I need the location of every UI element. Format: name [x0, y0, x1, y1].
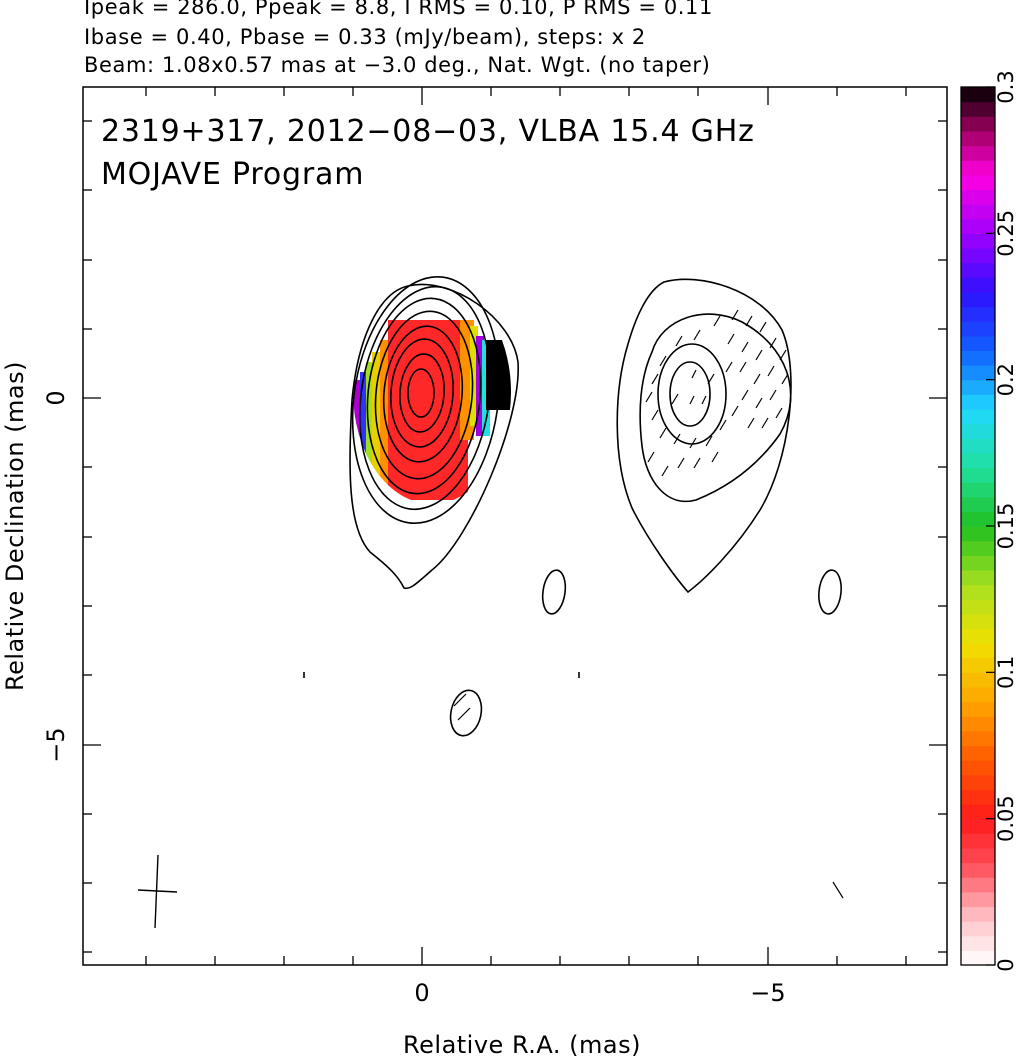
colorbar-cell: [961, 306, 995, 322]
header-line-2: Ibase = 0.40, Pbase = 0.33 (mJy/beam), s…: [84, 25, 646, 49]
plot-subtitle: MOJAVE Program: [101, 157, 364, 192]
colorbar-cell: [961, 672, 995, 688]
header-line-1: Ipeak = 286.0, Ppeak = 8.8, I RMS = 0.10…: [84, 0, 713, 19]
header-line-3: Beam: 1.08x0.57 mas at −3.0 deg., Nat. W…: [84, 53, 711, 77]
colorbar-cell: [961, 174, 995, 191]
colorbar-cell: [961, 467, 995, 483]
colorbar-cell: [961, 335, 995, 351]
colorbar-cell: [961, 818, 995, 834]
colorbar-cell: [961, 394, 995, 410]
colorbar-tick-label: 0.15: [994, 503, 1018, 550]
colorbar-cell: [961, 701, 995, 717]
colorbar-cell: [961, 804, 995, 820]
colorbar-cell: [961, 628, 995, 644]
colorbar-cell: [961, 833, 995, 849]
colorbar-cell: [961, 877, 995, 893]
colorbar-cell: [961, 291, 995, 308]
colorbar-tick-label: 0.25: [994, 210, 1018, 257]
colorbar-cell: [961, 906, 995, 922]
colorbar-cell: [961, 160, 995, 176]
colorbar-cell: [961, 379, 995, 395]
colorbar-cell: [961, 891, 995, 908]
colorbar-cell: [961, 847, 995, 864]
colorbar: 0 0.05 0.1 0.15 0.2 0.25 0.3: [960, 70, 1018, 972]
x-axis-label: Relative R.A. (mas): [403, 1031, 641, 1059]
colorbar-cell: [961, 774, 995, 790]
colorbar-tick-label: 0.3: [994, 70, 1018, 103]
colorbar-cell: [961, 145, 995, 161]
colorbar-cell: [961, 555, 995, 571]
colorbar-cell: [961, 540, 995, 556]
colorbar-cell: [961, 116, 995, 132]
colorbar-cell: [961, 760, 995, 776]
colorbar-cell: [961, 686, 995, 703]
y-tick-label-minus5: −5: [42, 727, 70, 762]
colorbar-cell: [961, 511, 995, 527]
colorbar-cell: [961, 438, 995, 454]
colorbar-cell: [961, 130, 995, 147]
colorbar-cell: [961, 350, 995, 366]
colorbar-cell: [961, 730, 995, 747]
colorbar-cell: [961, 87, 995, 103]
colorbar-cell: [961, 789, 995, 805]
x-tick-label-minus5: −5: [750, 979, 785, 1007]
colorbar-cell: [961, 408, 995, 425]
colorbar-cell: [961, 599, 995, 615]
x-tick-label-0: 0: [414, 979, 429, 1007]
colorbar-cell: [961, 716, 995, 732]
colorbar-cell: [961, 935, 995, 951]
colorbar-cell: [961, 262, 995, 278]
colorbar-cell: [961, 277, 995, 293]
colorbar-cell: [961, 101, 995, 117]
colorbar-tick-label: 0.2: [994, 363, 1018, 396]
colorbar-cell: [961, 745, 995, 761]
colorbar-tick-label: 0.05: [994, 795, 1018, 842]
colorbar-cell: [961, 569, 995, 586]
colorbar-tick-label: 0: [994, 958, 1018, 971]
y-tick-label-0: 0: [42, 390, 70, 405]
colorbar-cell: [961, 482, 995, 498]
evpa-vectors: [453, 309, 844, 899]
colorbar-cell: [961, 321, 995, 337]
colorbar-cell: [961, 496, 995, 512]
colorbar-cell: [961, 204, 995, 220]
colorbar-cell: [961, 584, 995, 600]
intensity-contours: [303, 275, 842, 737]
beam-cross: [137, 854, 178, 929]
colorbar-cell: [961, 526, 995, 542]
colorbar-cell: [961, 950, 995, 966]
colorbar-cell: [961, 921, 995, 937]
colorbar-cell: [961, 247, 995, 264]
colorbar-cell: [961, 452, 995, 469]
colorbar-cell: [961, 233, 995, 249]
y-axis-label: Relative Declination (mas): [1, 361, 29, 691]
colorbar-cell: [961, 189, 995, 205]
colorbar-cell: [961, 643, 995, 659]
colorbar-tick-label: 0.1: [994, 656, 1018, 689]
colorbar-cell: [961, 657, 995, 673]
colorbar-cell: [961, 862, 995, 878]
plot-frame: [82, 86, 948, 966]
plot-title: 2319+317, 2012−08−03, VLBA 15.4 GHz: [101, 114, 755, 149]
colorbar-cell: [961, 218, 995, 234]
colorbar-cell: [961, 613, 995, 630]
colorbar-cell: [961, 365, 995, 381]
axis-ticks: [83, 87, 947, 965]
colorbar-cell: [961, 423, 995, 439]
